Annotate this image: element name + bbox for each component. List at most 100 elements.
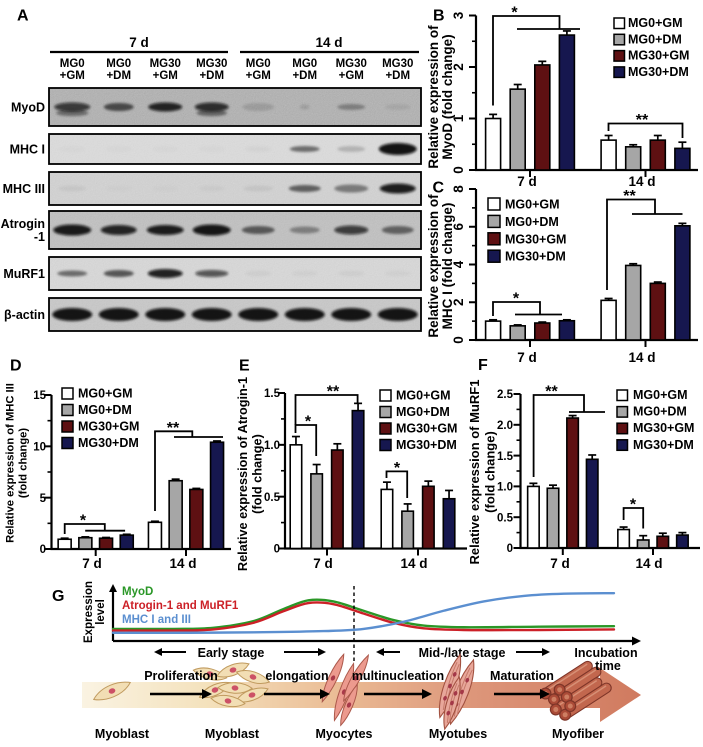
band-ellipse [299, 104, 310, 110]
stage-arrowhead [318, 648, 326, 656]
bar-MG30+DM-14 d [442, 497, 456, 550]
sig-symbol: * [394, 460, 401, 477]
blot-band [289, 146, 320, 152]
bar-MG30+DM-14 d [674, 225, 691, 341]
transition-arrowhead [422, 689, 432, 699]
bar-MG0+GM-7 d [484, 320, 502, 341]
bar-MG30+DM-7 d [558, 34, 576, 171]
legend-swatch-MG30+GM [487, 232, 501, 246]
blot-band [299, 104, 310, 110]
legend-label: MG0+DM [396, 405, 450, 419]
band-ellipse [199, 146, 225, 152]
sig-symbol: * [80, 513, 87, 530]
lane-label: +DM [292, 70, 317, 82]
blot-band [242, 103, 275, 111]
myotube-cell [443, 675, 461, 731]
sig-symbol: * [513, 291, 520, 308]
blot-row-label: -1 [34, 230, 45, 244]
band-ellipse [337, 146, 366, 152]
blot-band [152, 146, 178, 152]
y-tick-label: 10 [33, 442, 46, 454]
blot-band [195, 270, 229, 277]
cell-nucleus [460, 689, 464, 695]
bar-MG30+DM-7 d [351, 409, 365, 550]
band-ellipse [337, 104, 366, 110]
lane-label: MG0 [292, 58, 317, 70]
cell-nucleus [206, 671, 214, 677]
category-label: 7 d [517, 350, 537, 365]
bar-MG0+GM-14 d [147, 521, 163, 550]
y-tick-label: 3 [451, 11, 466, 19]
sig-symbol: ** [545, 384, 558, 401]
blot-band [58, 185, 87, 192]
legend-label: MG30+DM [633, 438, 694, 452]
lane-label: +GM [339, 70, 364, 82]
legend-label: MG0+DM [628, 32, 682, 46]
incubation-label: time [595, 659, 621, 673]
y-axis-title: Relative expression of Atrogin-1 [236, 377, 250, 571]
bar-MG0+DM-14 d [401, 510, 415, 550]
lane-label: +DM [199, 70, 224, 82]
stage-label-early: Early stage [198, 646, 265, 660]
band-ellipse [334, 225, 369, 235]
incubation-label: Incubation [574, 646, 637, 660]
bar-MG0+GM-7 d [57, 538, 72, 550]
legend-swatch-MG30+GM [613, 49, 626, 62]
sig-symbol: * [630, 497, 637, 514]
myofiber-cross-core [553, 706, 559, 712]
band-ellipse [284, 308, 325, 321]
band-ellipse [379, 183, 416, 194]
panel-label-g: G [52, 588, 64, 605]
bar-MG30+GM-14 d [649, 139, 667, 171]
lane-label: +GM [153, 70, 178, 82]
expression-label: level [95, 599, 107, 625]
curve-legend-MyoD: MyoD [122, 586, 153, 598]
blot-band [98, 308, 139, 321]
cell-nucleus [249, 674, 257, 680]
myoblast-cell [235, 687, 269, 703]
band-ellipse [289, 146, 320, 152]
y-tick-label: 1.0 [497, 482, 513, 494]
legend-swatch-MG30+DM [379, 438, 392, 452]
blot-band [288, 185, 321, 192]
band-ellipse [331, 308, 372, 321]
blot-band [147, 269, 183, 278]
blot-row-label: MyoD [11, 101, 45, 115]
category-label: 14 d [628, 174, 655, 189]
blot-row-label: β-actin [4, 308, 45, 322]
band-ellipse [243, 185, 274, 192]
bar-MG0+DM-14 d [636, 539, 650, 549]
stage-arrowhead [154, 648, 162, 656]
blot-row-label: Atrogin [1, 217, 45, 231]
myofiber-highlight [547, 663, 588, 691]
x-axis-arrowhead [632, 636, 641, 646]
blot-band [384, 104, 411, 110]
band-ellipse [52, 308, 93, 321]
blot-band [57, 270, 88, 277]
sig-symbol: ** [623, 188, 636, 205]
band-ellipse [53, 224, 92, 236]
blot-band [59, 146, 85, 152]
chart-f: 00.51.01.52.02.57 d 14 d***Relative expre… [467, 380, 700, 571]
sig-bracket [607, 122, 684, 138]
legend-swatch-MG30+GM [61, 420, 74, 433]
band-ellipse [106, 186, 132, 192]
band-ellipse [292, 271, 318, 277]
cell-nucleus [211, 687, 219, 693]
y-tick-label: 0 [40, 544, 46, 556]
cell-nucleus [465, 677, 470, 683]
transition-label-Maturation: Maturation [490, 669, 554, 683]
legend-label: MG30+GM [396, 422, 457, 436]
lane-label: MG0 [106, 58, 131, 70]
band-ellipse [378, 143, 417, 155]
myoblast-cell [216, 662, 250, 678]
y-tick-label: 8 [451, 185, 466, 193]
bar-MG0+GM-14 d [600, 299, 617, 341]
blot-band [334, 184, 369, 193]
band-ellipse [385, 271, 411, 277]
legend-swatch-MG30+DM [61, 436, 74, 450]
cell-nucleus [224, 698, 232, 704]
process-gradient-arrow [82, 668, 641, 722]
